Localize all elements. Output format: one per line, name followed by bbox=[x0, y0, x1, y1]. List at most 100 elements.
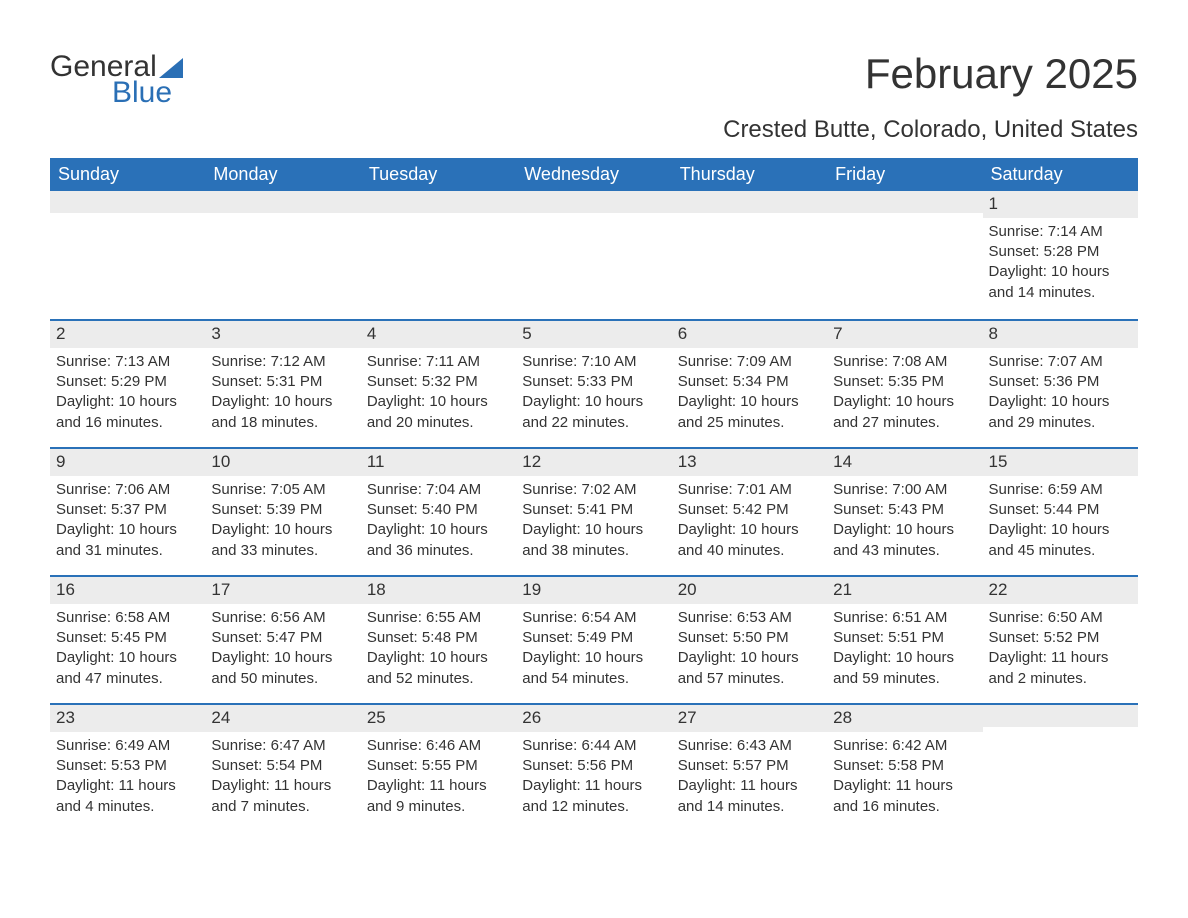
day-body bbox=[50, 213, 205, 225]
day-number: 14 bbox=[827, 449, 982, 476]
day-cell: 19Sunrise: 6:54 AMSunset: 5:49 PMDayligh… bbox=[516, 577, 671, 703]
sunrise-text: Sunrise: 6:55 AM bbox=[367, 608, 510, 628]
sunrise-text: Sunrise: 7:12 AM bbox=[211, 352, 354, 372]
day-number: 17 bbox=[205, 577, 360, 604]
sunrise-text: Sunrise: 6:51 AM bbox=[833, 608, 976, 628]
day-cell: 8Sunrise: 7:07 AMSunset: 5:36 PMDaylight… bbox=[983, 321, 1138, 447]
sunset-text: Sunset: 5:52 PM bbox=[989, 628, 1132, 648]
sunrise-text: Sunrise: 7:07 AM bbox=[989, 352, 1132, 372]
day-number: 28 bbox=[827, 705, 982, 732]
sunset-text: Sunset: 5:56 PM bbox=[522, 756, 665, 776]
day-number: 25 bbox=[361, 705, 516, 732]
sunset-text: Sunset: 5:32 PM bbox=[367, 372, 510, 392]
day-number bbox=[983, 705, 1138, 727]
day-body: Sunrise: 6:54 AMSunset: 5:49 PMDaylight:… bbox=[516, 604, 671, 697]
day-number: 19 bbox=[516, 577, 671, 604]
day-cell: 1Sunrise: 7:14 AMSunset: 5:28 PMDaylight… bbox=[983, 191, 1138, 319]
sunset-text: Sunset: 5:58 PM bbox=[833, 756, 976, 776]
header-row: General Blue February 2025 Crested Butte… bbox=[50, 50, 1138, 144]
daylight-text: Daylight: 10 hours and 22 minutes. bbox=[522, 392, 665, 433]
daylight-text: Daylight: 10 hours and 16 minutes. bbox=[56, 392, 199, 433]
daylight-text: Daylight: 10 hours and 29 minutes. bbox=[989, 392, 1132, 433]
day-cell bbox=[361, 191, 516, 319]
day-body bbox=[983, 727, 1138, 739]
day-body bbox=[361, 213, 516, 225]
daylight-text: Daylight: 10 hours and 27 minutes. bbox=[833, 392, 976, 433]
sunset-text: Sunset: 5:48 PM bbox=[367, 628, 510, 648]
sunset-text: Sunset: 5:40 PM bbox=[367, 500, 510, 520]
day-header: Saturday bbox=[983, 158, 1138, 191]
day-body: Sunrise: 6:42 AMSunset: 5:58 PMDaylight:… bbox=[827, 732, 982, 825]
day-body: Sunrise: 6:46 AMSunset: 5:55 PMDaylight:… bbox=[361, 732, 516, 825]
day-number: 18 bbox=[361, 577, 516, 604]
sunrise-text: Sunrise: 6:42 AM bbox=[833, 736, 976, 756]
daylight-text: Daylight: 10 hours and 52 minutes. bbox=[367, 648, 510, 689]
day-cell: 7Sunrise: 7:08 AMSunset: 5:35 PMDaylight… bbox=[827, 321, 982, 447]
day-number: 15 bbox=[983, 449, 1138, 476]
logo-triangle-icon bbox=[159, 58, 183, 78]
day-body bbox=[827, 213, 982, 225]
sunrise-text: Sunrise: 7:02 AM bbox=[522, 480, 665, 500]
daylight-text: Daylight: 10 hours and 54 minutes. bbox=[522, 648, 665, 689]
daylight-text: Daylight: 10 hours and 50 minutes. bbox=[211, 648, 354, 689]
day-number: 3 bbox=[205, 321, 360, 348]
day-header: Tuesday bbox=[361, 158, 516, 191]
sunrise-text: Sunrise: 6:59 AM bbox=[989, 480, 1132, 500]
day-number: 9 bbox=[50, 449, 205, 476]
sunset-text: Sunset: 5:36 PM bbox=[989, 372, 1132, 392]
day-cell: 2Sunrise: 7:13 AMSunset: 5:29 PMDaylight… bbox=[50, 321, 205, 447]
sunrise-text: Sunrise: 7:04 AM bbox=[367, 480, 510, 500]
day-cell: 11Sunrise: 7:04 AMSunset: 5:40 PMDayligh… bbox=[361, 449, 516, 575]
day-cell: 4Sunrise: 7:11 AMSunset: 5:32 PMDaylight… bbox=[361, 321, 516, 447]
week-row: 9Sunrise: 7:06 AMSunset: 5:37 PMDaylight… bbox=[50, 447, 1138, 575]
day-cell: 27Sunrise: 6:43 AMSunset: 5:57 PMDayligh… bbox=[672, 705, 827, 831]
day-cell: 17Sunrise: 6:56 AMSunset: 5:47 PMDayligh… bbox=[205, 577, 360, 703]
week-row: 23Sunrise: 6:49 AMSunset: 5:53 PMDayligh… bbox=[50, 703, 1138, 831]
sunrise-text: Sunrise: 6:53 AM bbox=[678, 608, 821, 628]
sunset-text: Sunset: 5:54 PM bbox=[211, 756, 354, 776]
day-cell: 22Sunrise: 6:50 AMSunset: 5:52 PMDayligh… bbox=[983, 577, 1138, 703]
sunrise-text: Sunrise: 6:56 AM bbox=[211, 608, 354, 628]
day-number: 23 bbox=[50, 705, 205, 732]
daylight-text: Daylight: 10 hours and 40 minutes. bbox=[678, 520, 821, 561]
day-number: 10 bbox=[205, 449, 360, 476]
daylight-text: Daylight: 10 hours and 36 minutes. bbox=[367, 520, 510, 561]
sunset-text: Sunset: 5:29 PM bbox=[56, 372, 199, 392]
day-body: Sunrise: 6:43 AMSunset: 5:57 PMDaylight:… bbox=[672, 732, 827, 825]
daylight-text: Daylight: 11 hours and 16 minutes. bbox=[833, 776, 976, 817]
sunrise-text: Sunrise: 7:14 AM bbox=[989, 222, 1132, 242]
sunset-text: Sunset: 5:57 PM bbox=[678, 756, 821, 776]
daylight-text: Daylight: 11 hours and 12 minutes. bbox=[522, 776, 665, 817]
day-number bbox=[672, 191, 827, 213]
day-cell bbox=[827, 191, 982, 319]
day-body: Sunrise: 6:44 AMSunset: 5:56 PMDaylight:… bbox=[516, 732, 671, 825]
daylight-text: Daylight: 10 hours and 59 minutes. bbox=[833, 648, 976, 689]
day-number: 20 bbox=[672, 577, 827, 604]
day-number: 7 bbox=[827, 321, 982, 348]
day-body: Sunrise: 7:06 AMSunset: 5:37 PMDaylight:… bbox=[50, 476, 205, 569]
sunrise-text: Sunrise: 6:58 AM bbox=[56, 608, 199, 628]
day-body: Sunrise: 6:56 AMSunset: 5:47 PMDaylight:… bbox=[205, 604, 360, 697]
sunrise-text: Sunrise: 7:06 AM bbox=[56, 480, 199, 500]
sunrise-text: Sunrise: 7:00 AM bbox=[833, 480, 976, 500]
daylight-text: Daylight: 10 hours and 20 minutes. bbox=[367, 392, 510, 433]
sunset-text: Sunset: 5:37 PM bbox=[56, 500, 199, 520]
week-row: 1Sunrise: 7:14 AMSunset: 5:28 PMDaylight… bbox=[50, 191, 1138, 319]
sunset-text: Sunset: 5:43 PM bbox=[833, 500, 976, 520]
day-cell: 6Sunrise: 7:09 AMSunset: 5:34 PMDaylight… bbox=[672, 321, 827, 447]
day-body: Sunrise: 6:55 AMSunset: 5:48 PMDaylight:… bbox=[361, 604, 516, 697]
day-cell: 12Sunrise: 7:02 AMSunset: 5:41 PMDayligh… bbox=[516, 449, 671, 575]
day-cell: 24Sunrise: 6:47 AMSunset: 5:54 PMDayligh… bbox=[205, 705, 360, 831]
day-cell bbox=[983, 705, 1138, 831]
title-block: February 2025 Crested Butte, Colorado, U… bbox=[723, 50, 1138, 144]
day-body: Sunrise: 6:51 AMSunset: 5:51 PMDaylight:… bbox=[827, 604, 982, 697]
sunrise-text: Sunrise: 7:01 AM bbox=[678, 480, 821, 500]
day-cell bbox=[672, 191, 827, 319]
calendar-grid: Sunday Monday Tuesday Wednesday Thursday… bbox=[50, 158, 1138, 831]
day-number bbox=[516, 191, 671, 213]
sunset-text: Sunset: 5:47 PM bbox=[211, 628, 354, 648]
day-header: Sunday bbox=[50, 158, 205, 191]
sunset-text: Sunset: 5:34 PM bbox=[678, 372, 821, 392]
day-body: Sunrise: 6:58 AMSunset: 5:45 PMDaylight:… bbox=[50, 604, 205, 697]
sunrise-text: Sunrise: 6:49 AM bbox=[56, 736, 199, 756]
